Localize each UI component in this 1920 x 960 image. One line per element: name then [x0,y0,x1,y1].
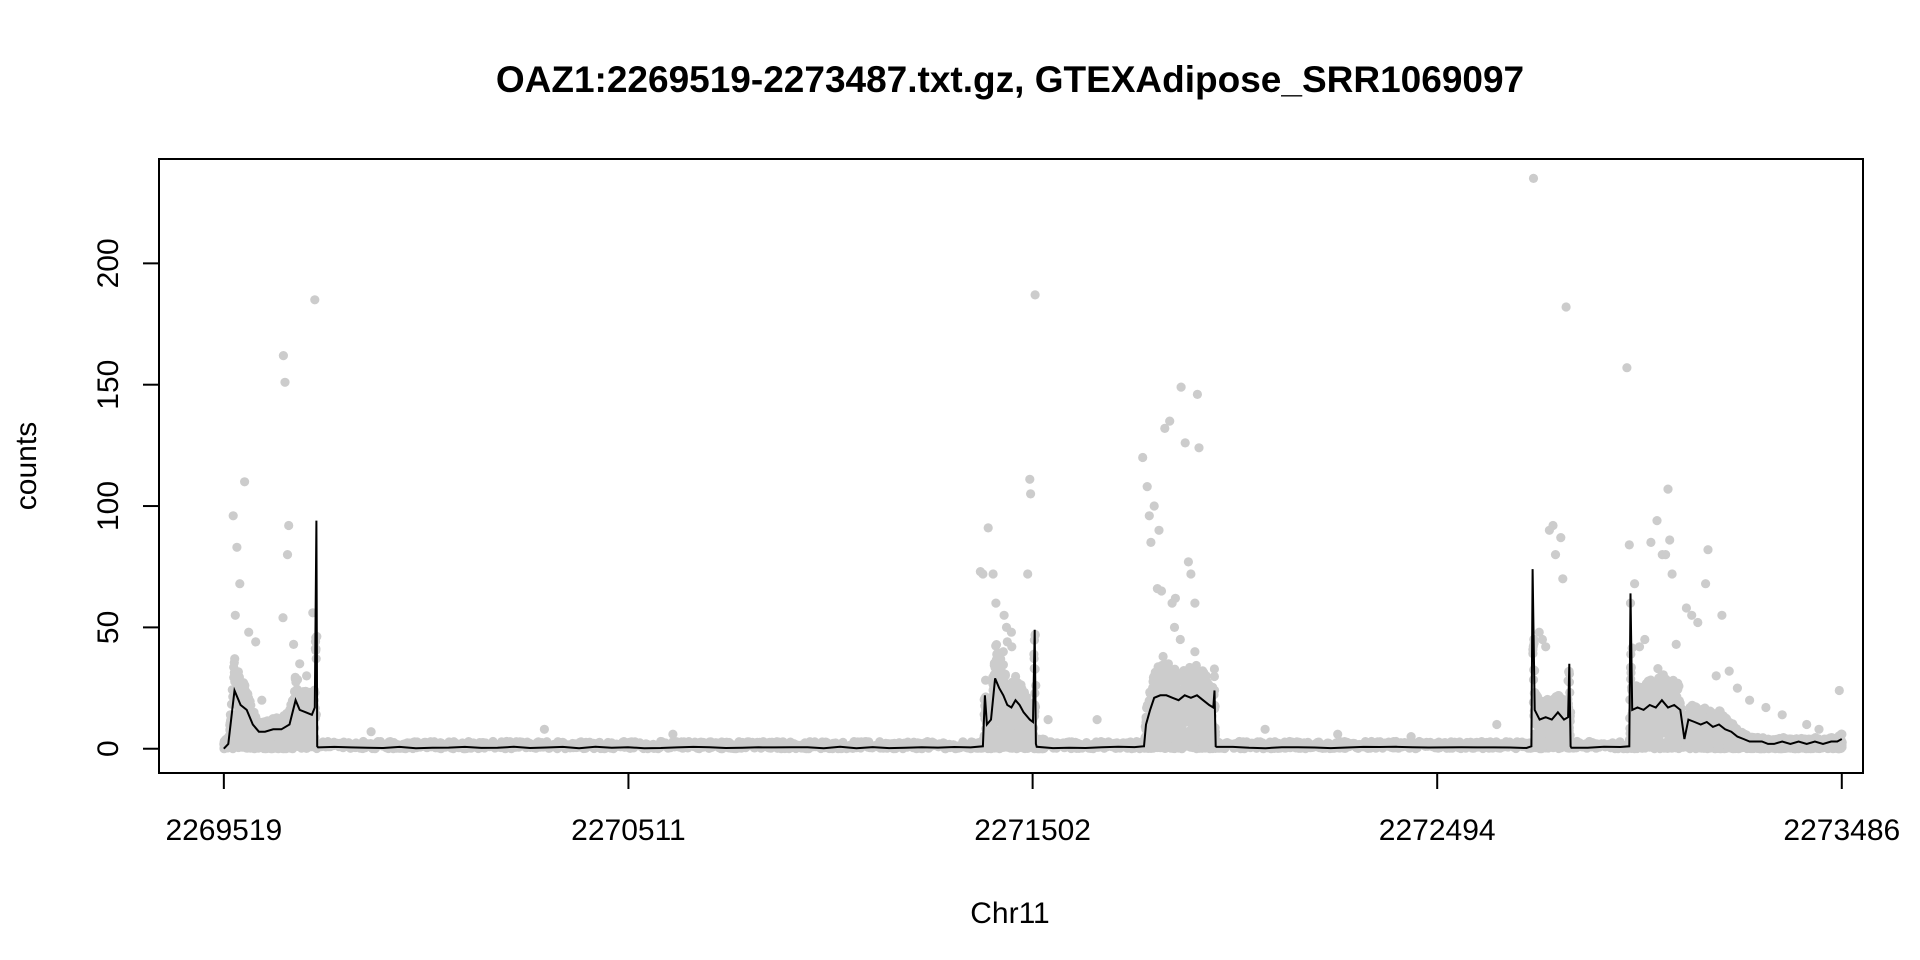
data-point [998,660,1009,670]
chart-title: OAZ1:2269519-2273487.txt.gz, GTEXAdipose… [496,59,1524,100]
data-point [1207,712,1217,722]
data-point [1209,664,1219,674]
data-point [230,654,240,664]
data-point [1674,681,1684,691]
data-point [246,700,256,710]
data-point [1000,669,1010,679]
data-point [1210,685,1220,696]
data-point [292,675,303,685]
data-point [991,640,1002,650]
data-points [219,173,1847,754]
data-point [1209,671,1219,682]
data-point [1039,734,1049,745]
data-point [1146,743,1156,754]
data-point [1676,703,1686,714]
data-point [981,675,991,685]
